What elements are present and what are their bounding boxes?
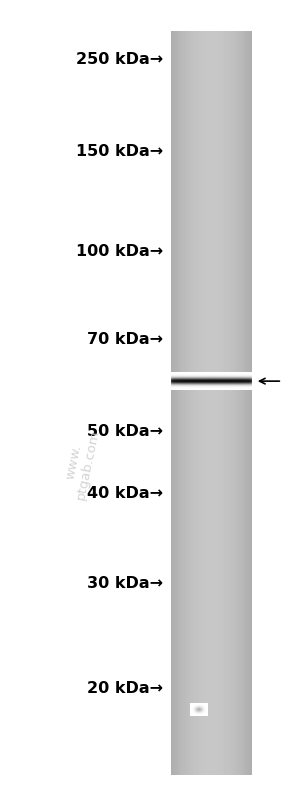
Text: 250 kDa→: 250 kDa→ [75,53,163,67]
Text: 30 kDa→: 30 kDa→ [87,576,163,590]
Text: 100 kDa→: 100 kDa→ [75,244,163,259]
Text: 50 kDa→: 50 kDa→ [87,424,163,439]
Text: www.
ptgab.com: www. ptgab.com [60,426,102,501]
Text: 150 kDa→: 150 kDa→ [75,145,163,159]
Text: 70 kDa→: 70 kDa→ [87,332,163,347]
Text: 40 kDa→: 40 kDa→ [87,487,163,501]
Text: 20 kDa→: 20 kDa→ [87,682,163,696]
